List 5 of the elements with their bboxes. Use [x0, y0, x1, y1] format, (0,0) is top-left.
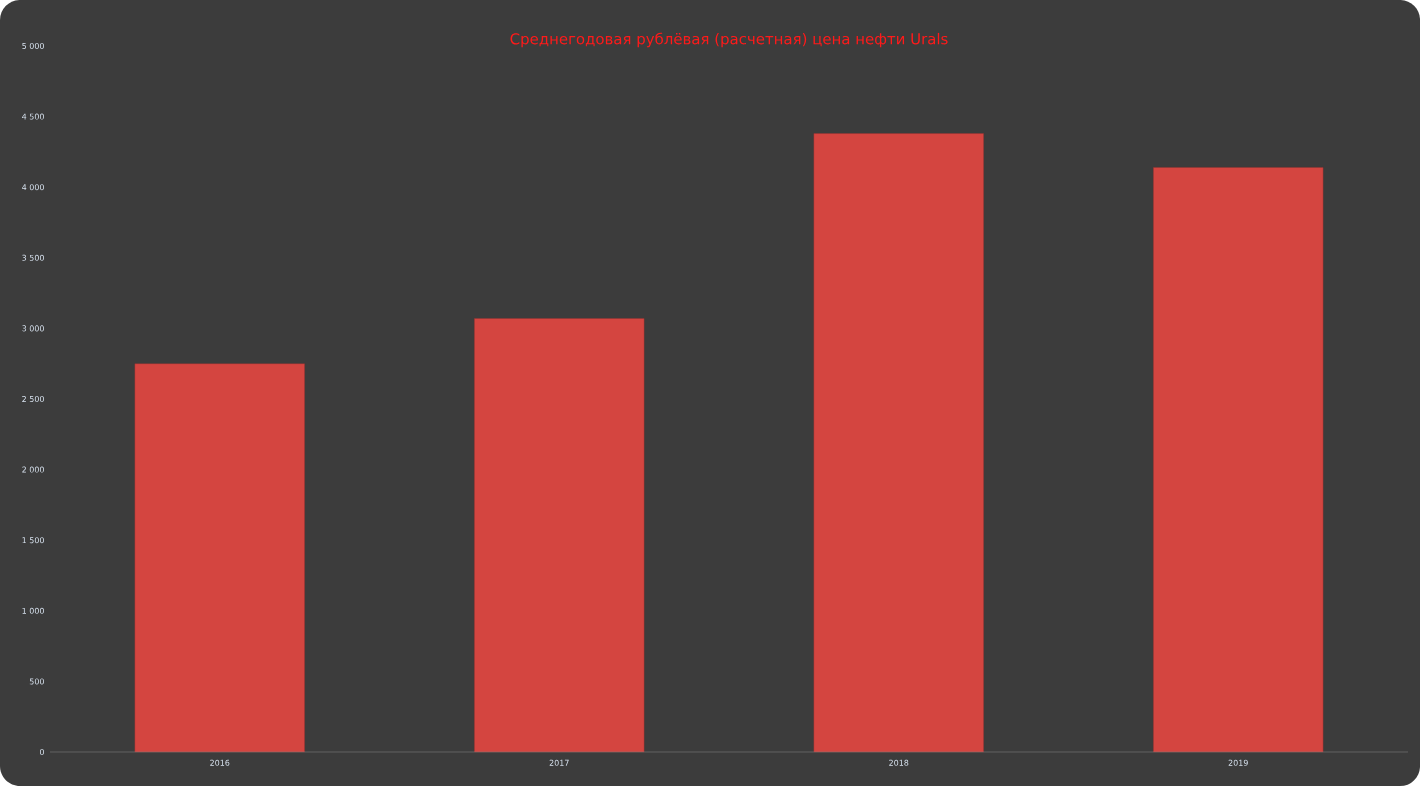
- bar: [134, 363, 305, 753]
- chart-title: Среднегодовая рублёвая (расчетная) цена нефти Urals: [510, 32, 948, 48]
- bar: [813, 133, 984, 753]
- bar: [1153, 167, 1324, 753]
- bar: [474, 318, 645, 753]
